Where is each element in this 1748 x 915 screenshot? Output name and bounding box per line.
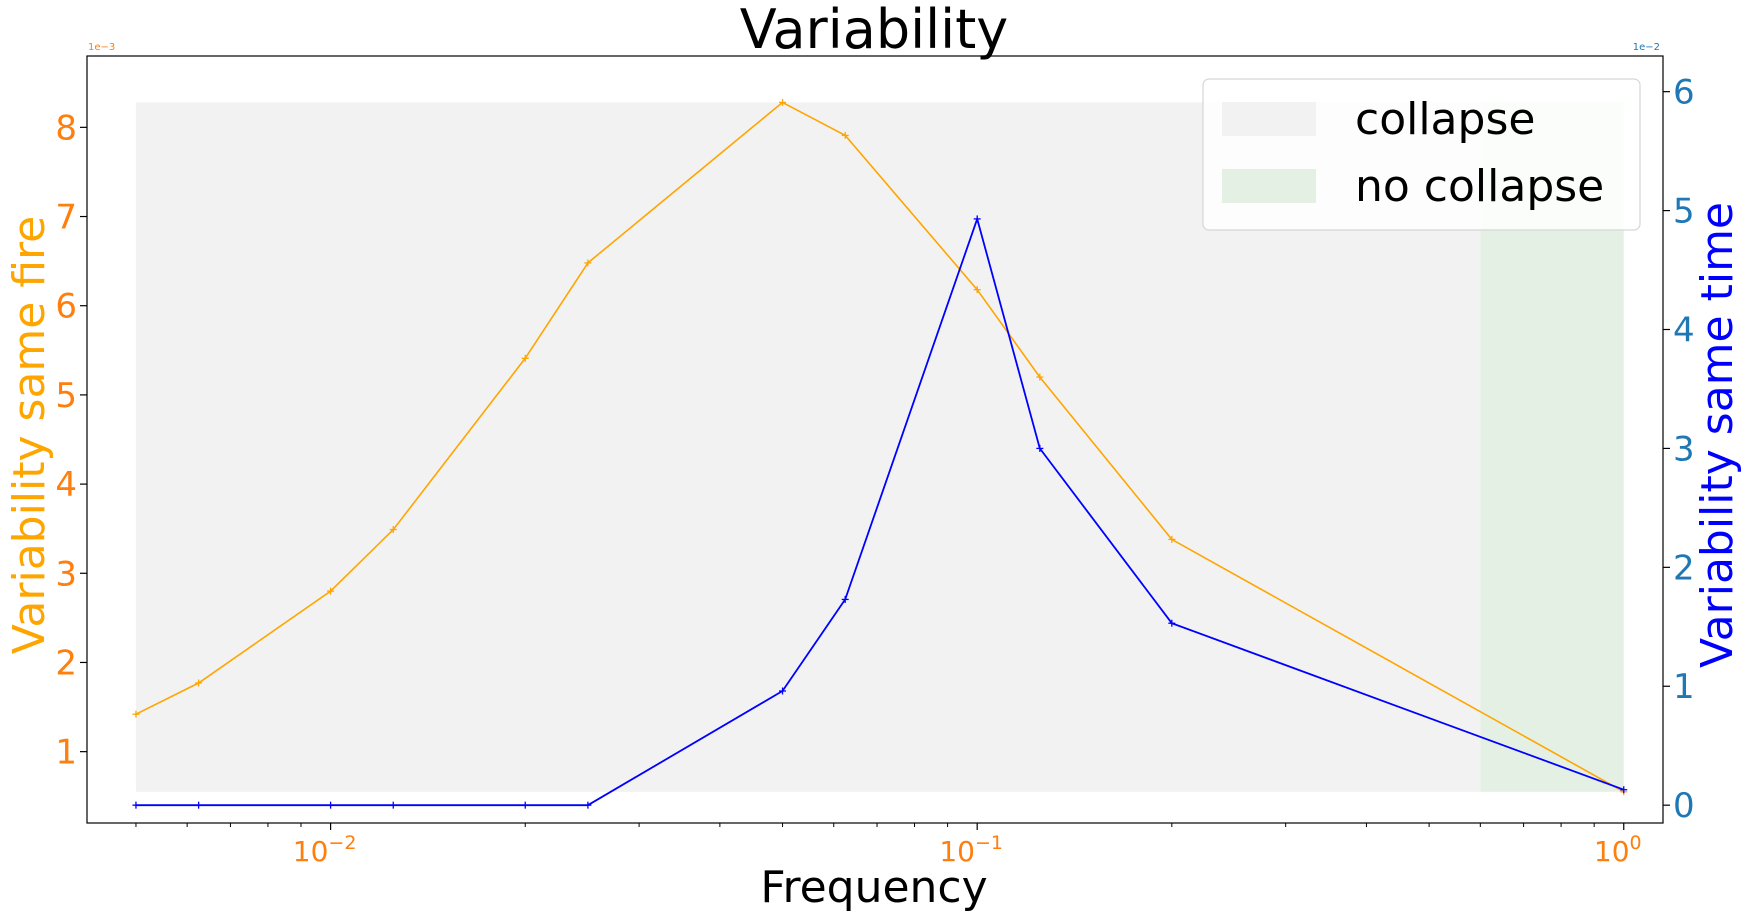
data-point <box>973 215 981 223</box>
x-tick-label-1: 10−2 <box>293 832 357 868</box>
data-point <box>584 259 592 267</box>
plot-frame <box>86 55 1664 824</box>
data-point <box>389 801 397 809</box>
data-point <box>1036 373 1044 381</box>
data-point <box>584 801 592 809</box>
axes: 10−2 10−1 100 1 2 3 4 5 6 7 8 0 1 2 3 4 5 6 <box>55 55 1695 868</box>
data-point <box>389 526 397 534</box>
series-line-2 <box>136 215 1625 807</box>
data-point <box>841 595 849 603</box>
data-point <box>1620 786 1628 794</box>
right-y-axis-label: Variability same time <box>1692 202 1743 668</box>
left-y-tick-label: 8 <box>55 108 77 148</box>
legend-label-no-collapse: no collapse <box>1355 161 1604 212</box>
legend-swatch-collapse <box>1222 102 1316 136</box>
right-y-tick-label: 2 <box>1673 548 1695 588</box>
legend: collapse no collapse <box>1202 78 1641 231</box>
data-point <box>195 801 203 809</box>
left-y-tick-label: 2 <box>55 643 77 683</box>
data-point <box>132 710 140 718</box>
data-point <box>973 286 981 294</box>
x-tick-label-2: 10−1 <box>939 832 1003 868</box>
data-point <box>1168 535 1176 543</box>
data-point <box>195 679 203 687</box>
right-y-tick-label: 0 <box>1673 786 1695 826</box>
x-axis-label: Frequency <box>760 862 987 913</box>
data-point <box>327 587 335 595</box>
series-lines <box>132 98 1628 809</box>
data-point <box>132 801 140 809</box>
data-point <box>841 131 849 139</box>
chart-title: Variability <box>740 0 1009 61</box>
right-y-tick-label: 4 <box>1673 311 1695 351</box>
data-point <box>521 354 529 362</box>
left-y-tick-label: 1 <box>55 733 77 773</box>
left-y-tick-label: 3 <box>55 554 77 594</box>
right-y-tick-label: 5 <box>1673 192 1695 232</box>
left-y-tick-label: 6 <box>55 287 77 327</box>
left-y-tick-label: 5 <box>55 376 77 416</box>
left-y-axis-label: Variability same fire <box>4 216 55 655</box>
data-point <box>521 801 529 809</box>
data-point <box>327 801 335 809</box>
x-tick-label-3: 100 <box>1594 832 1642 868</box>
right-axis-offset-text: 1e−2 <box>1633 42 1660 53</box>
data-point <box>1168 619 1176 627</box>
data-point <box>779 98 787 106</box>
left-y-tick-label: 4 <box>55 465 77 505</box>
right-y-tick-label: 3 <box>1673 429 1695 469</box>
left-y-tick-label: 7 <box>55 198 77 238</box>
data-point <box>1036 444 1044 452</box>
series-line-1 <box>135 101 1625 793</box>
data-point <box>779 687 787 695</box>
left-axis-offset-text: 1e−3 <box>88 42 115 53</box>
right-y-tick-label: 6 <box>1673 73 1695 113</box>
right-y-tick-label: 1 <box>1673 667 1695 707</box>
legend-label-collapse: collapse <box>1355 94 1535 145</box>
legend-swatch-no-collapse <box>1222 169 1316 203</box>
